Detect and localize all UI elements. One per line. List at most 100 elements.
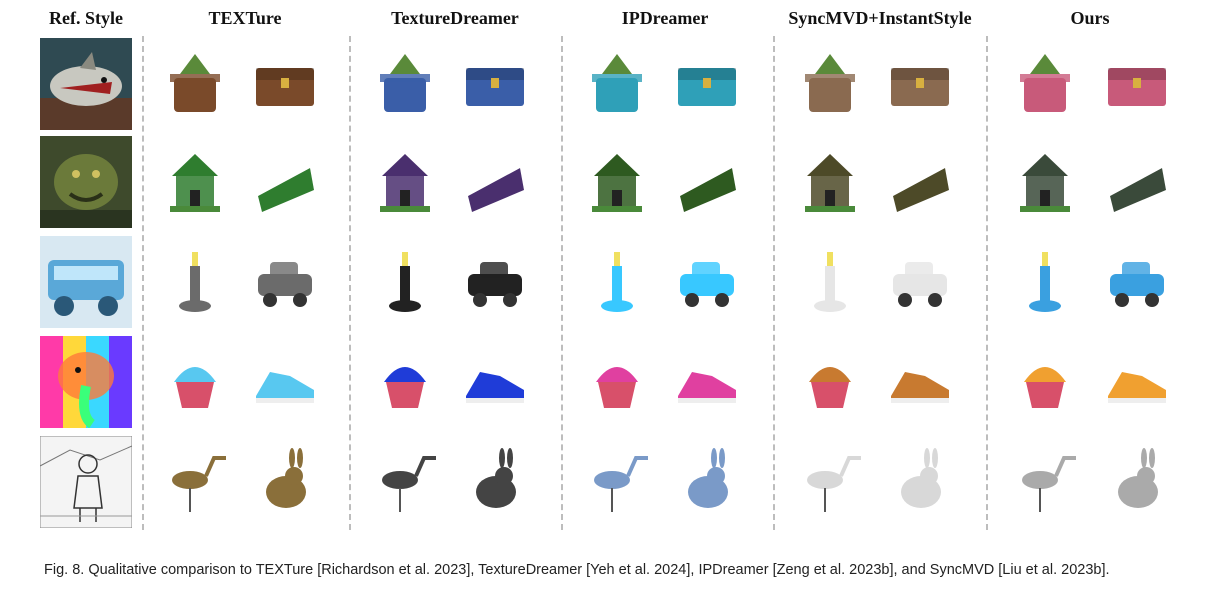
toy-car-render xyxy=(468,262,522,307)
toy-car-render xyxy=(680,262,734,307)
result-flower-pot xyxy=(370,48,440,118)
heron-render xyxy=(172,456,226,512)
result-house xyxy=(582,146,652,216)
result-cake-slice xyxy=(885,146,955,216)
treasure-chest-render xyxy=(466,68,524,106)
ref-style-shark xyxy=(40,38,132,130)
header-ipdreamer: IPDreamer xyxy=(621,8,709,28)
result-candlestick xyxy=(160,246,230,316)
flower-pot-render xyxy=(380,54,430,112)
result-heron xyxy=(582,446,652,516)
result-heron xyxy=(1010,446,1080,516)
house-render xyxy=(1020,154,1070,212)
separator xyxy=(773,36,775,530)
treasure-chest-render xyxy=(256,68,314,106)
treasure-chest-render xyxy=(891,68,949,106)
result-heron xyxy=(160,446,230,516)
result-cupcake xyxy=(1010,346,1080,416)
separator xyxy=(986,36,988,530)
ref-style-moss-monster xyxy=(40,136,132,228)
result-rabbit xyxy=(460,446,530,516)
result-treasure-chest xyxy=(672,48,742,118)
house-render xyxy=(170,154,220,212)
result-cupcake xyxy=(370,346,440,416)
cupcake-render xyxy=(809,367,851,408)
cake-slice-render xyxy=(1108,164,1166,212)
candlestick-render xyxy=(1029,252,1061,312)
flower-pot-render xyxy=(805,54,855,112)
rabbit-render xyxy=(901,448,941,508)
result-treasure-chest xyxy=(1102,48,1172,118)
treasure-chest-render xyxy=(678,68,736,106)
result-cake-slice xyxy=(672,146,742,216)
header-ref-style: Ref. Style xyxy=(49,8,123,28)
heron-render xyxy=(807,456,861,512)
toy-car-render xyxy=(258,262,312,307)
result-cupcake xyxy=(795,346,865,416)
result-treasure-chest xyxy=(885,48,955,118)
result-sneaker xyxy=(672,346,742,416)
flower-pot-render xyxy=(1020,54,1070,112)
figure-caption: Fig. 8. Qualitative comparison to TEXTur… xyxy=(44,562,1110,578)
header-texture: TEXTure xyxy=(208,8,282,28)
result-rabbit xyxy=(250,446,320,516)
result-toy-car xyxy=(672,246,742,316)
separator xyxy=(142,36,144,530)
candlestick-render xyxy=(389,252,421,312)
result-cake-slice xyxy=(460,146,530,216)
house-render xyxy=(380,154,430,212)
result-cake-slice xyxy=(1102,146,1172,216)
rainbow-elephant-illustration xyxy=(40,336,132,428)
cake-slice-render xyxy=(466,164,524,212)
sketch-girl-illustration xyxy=(40,436,132,528)
result-flower-pot xyxy=(582,48,652,118)
result-candlestick xyxy=(795,246,865,316)
result-rabbit xyxy=(885,446,955,516)
flower-pot-render xyxy=(592,54,642,112)
ice-truck-illustration xyxy=(40,236,132,328)
candlestick-render xyxy=(601,252,633,312)
result-treasure-chest xyxy=(250,48,320,118)
header-ours: Ours xyxy=(1070,8,1110,28)
ref-style-ice-truck xyxy=(40,236,132,328)
result-flower-pot xyxy=(795,48,865,118)
heron-render xyxy=(594,456,648,512)
result-toy-car xyxy=(250,246,320,316)
cupcake-render xyxy=(1024,367,1066,408)
result-cupcake xyxy=(582,346,652,416)
separator xyxy=(561,36,563,530)
sneaker-render xyxy=(678,372,736,403)
result-candlestick xyxy=(582,246,652,316)
result-house xyxy=(160,146,230,216)
header-syncmvd-instantstyle: SyncMVD+InstantStyle xyxy=(788,8,972,28)
result-flower-pot xyxy=(1010,48,1080,118)
heron-render xyxy=(1022,456,1076,512)
rabbit-render xyxy=(688,448,728,508)
toy-car-render xyxy=(893,262,947,307)
result-candlestick xyxy=(370,246,440,316)
cupcake-render xyxy=(596,367,638,408)
sneaker-render xyxy=(466,372,524,403)
cupcake-render xyxy=(174,367,216,408)
result-house xyxy=(1010,146,1080,216)
sneaker-render xyxy=(256,372,314,403)
flower-pot-render xyxy=(170,54,220,112)
separator xyxy=(349,36,351,530)
house-render xyxy=(805,154,855,212)
cupcake-render xyxy=(384,367,426,408)
result-candlestick xyxy=(1010,246,1080,316)
cake-slice-render xyxy=(891,164,949,212)
header-texturedreamer: TextureDreamer xyxy=(391,8,519,28)
shark-illustration xyxy=(40,38,132,130)
heron-render xyxy=(382,456,436,512)
result-toy-car xyxy=(885,246,955,316)
candlestick-render xyxy=(179,252,211,312)
result-sneaker xyxy=(885,346,955,416)
result-flower-pot xyxy=(160,48,230,118)
toy-car-render xyxy=(1110,262,1164,307)
result-rabbit xyxy=(1102,446,1172,516)
result-sneaker xyxy=(460,346,530,416)
ref-style-rainbow-elephant xyxy=(40,336,132,428)
treasure-chest-render xyxy=(1108,68,1166,106)
cake-slice-render xyxy=(678,164,736,212)
